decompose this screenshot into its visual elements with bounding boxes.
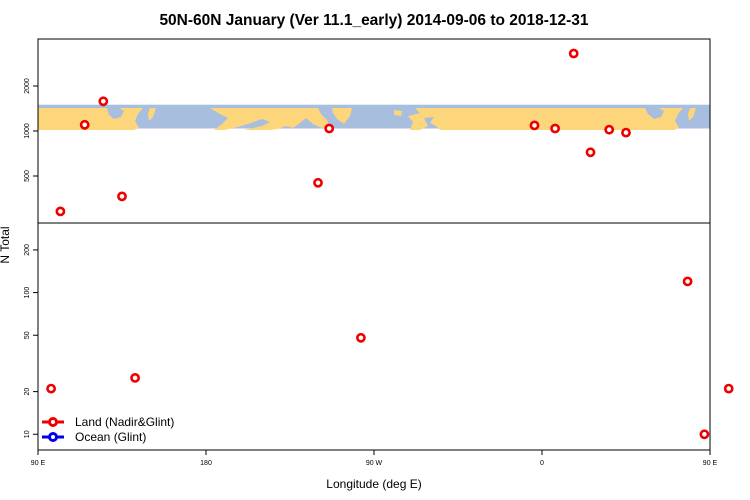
x-tick-label-0: 90 E xyxy=(31,460,46,467)
x-tick-label-1: 180 xyxy=(200,460,212,467)
upper-y-tick-label-2: 2000 xyxy=(24,78,31,94)
legend-item-land: Land (Nadir&Glint) xyxy=(42,415,174,429)
map-land-kamchatka xyxy=(148,108,156,121)
x-tick-label-2: 90 W xyxy=(366,460,383,467)
map-land-asia xyxy=(38,108,143,130)
chart-title: 50N-60N January (Ver 11.1_early) 2014-09… xyxy=(159,12,588,29)
map-land-north-america xyxy=(210,108,329,130)
x-axis-label: Longitude (deg E) xyxy=(326,477,421,491)
data-point-0-10 xyxy=(604,124,615,135)
map-land-iceland xyxy=(394,110,402,116)
data-point-0-6 xyxy=(529,120,540,131)
map-land xyxy=(38,108,696,130)
x-tick-label-3: 0 xyxy=(540,460,544,467)
data-point-0-3 xyxy=(117,191,127,202)
data-point-0-20 xyxy=(699,429,710,440)
data-point-0-1 xyxy=(79,119,90,130)
data-point-0-16 xyxy=(46,383,56,394)
axes: 90 E 180 90 W 0 90 E 500 1000 2000 10 20 50 100 200 xyxy=(24,78,718,467)
legend-ocean-label: Ocean (Glint) xyxy=(75,430,146,444)
world-map-strip xyxy=(38,104,710,130)
map-land-greenland xyxy=(332,108,352,124)
legend-land-marker xyxy=(48,417,58,427)
map-land-europe-asia xyxy=(408,108,683,130)
data-point-0-2 xyxy=(98,96,109,107)
upper-y-tick-label-0: 500 xyxy=(24,170,31,182)
legend-land-label: Land (Nadir&Glint) xyxy=(75,415,174,429)
data-point-0-4 xyxy=(313,177,323,188)
legend-item-ocean: Ocean (Glint) xyxy=(42,430,146,444)
lower-y-tick-label-0: 10 xyxy=(24,430,31,438)
data-point-0-7 xyxy=(550,123,560,134)
data-point-0-8 xyxy=(568,48,579,59)
data-point-0-5 xyxy=(324,123,335,134)
lower-y-tick-label-3: 100 xyxy=(24,287,31,299)
plot-frame xyxy=(37,38,711,451)
upper-y-tick-label-1: 1000 xyxy=(24,123,31,139)
map-land-kamchatka-east xyxy=(688,108,696,121)
data-point-0-17 xyxy=(130,372,140,383)
data-point-0-19 xyxy=(682,276,693,287)
legend-ocean-marker xyxy=(48,432,58,442)
y-axis-label: N Total xyxy=(0,226,12,263)
x-tick-label-4: 90 E xyxy=(703,460,718,467)
data-point-0-9 xyxy=(585,147,596,158)
data-point-0-18 xyxy=(355,332,366,343)
lower-y-tick-label-4: 200 xyxy=(24,244,31,256)
data-point-0-0 xyxy=(55,206,66,217)
data-points xyxy=(46,48,734,440)
data-point-0-11 xyxy=(621,127,631,138)
lower-y-tick-label-2: 50 xyxy=(24,331,31,339)
legend: Land (Nadir&Glint) Ocean (Glint) xyxy=(42,415,174,444)
data-point-0-21 xyxy=(723,383,734,394)
lower-y-tick-label-1: 20 xyxy=(24,388,31,396)
